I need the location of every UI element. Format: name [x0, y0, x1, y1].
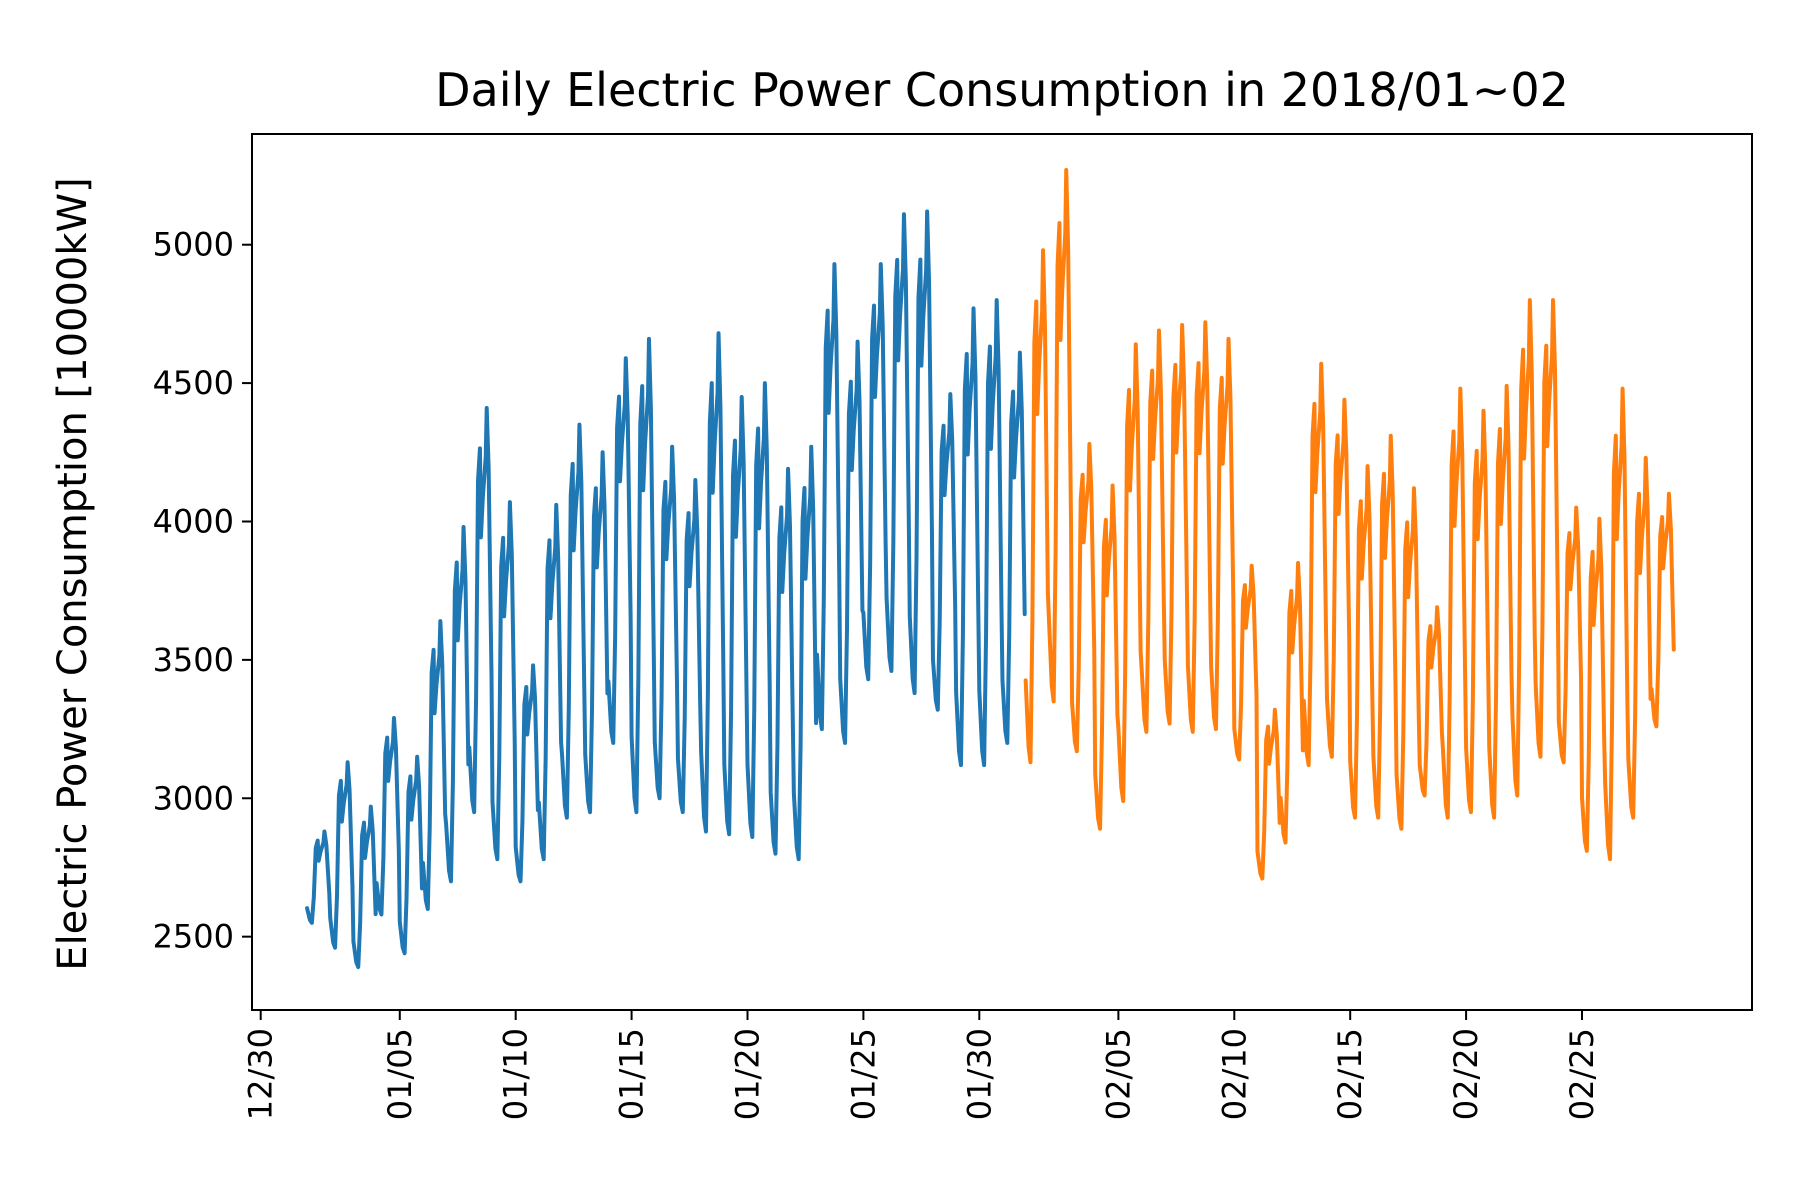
- x-tick-label: 12/30: [242, 1028, 280, 1120]
- x-tick-label: 01/25: [844, 1028, 882, 1120]
- x-tick-label: 02/10: [1215, 1028, 1253, 1120]
- y-tick-label: 4500: [153, 364, 234, 402]
- x-tick-label: 02/25: [1563, 1028, 1601, 1120]
- x-tick-label: 01/20: [729, 1028, 767, 1120]
- y-tick-label: 3000: [153, 779, 234, 817]
- y-tick-label: 2500: [153, 918, 234, 956]
- series-line-1: [305, 209, 1027, 970]
- y-axis: 2500 3000 3500 4000 4500 5000: [153, 226, 252, 956]
- series-layer: [305, 167, 1676, 970]
- x-tick-label: 01/15: [613, 1028, 651, 1120]
- x-tick-label: 02/20: [1447, 1028, 1485, 1120]
- x-tick-label: 02/05: [1099, 1028, 1137, 1120]
- y-tick-label: 5000: [153, 226, 234, 264]
- x-tick-label: 02/15: [1331, 1028, 1369, 1120]
- x-tick-label: 01/30: [960, 1028, 998, 1120]
- x-tick-label: 01/10: [497, 1028, 535, 1120]
- y-axis-label: Electric Power Consumption [10000kW]: [50, 177, 96, 970]
- chart-title: Daily Electric Power Consumption in 2018…: [435, 63, 1569, 117]
- y-tick-label: 4000: [153, 502, 234, 540]
- series-line-2: [1023, 167, 1676, 881]
- y-tick-label: 3500: [153, 641, 234, 679]
- x-axis: 12/30 01/05 01/10 01/15 01/20 01/25 01/30 02/05…: [242, 1010, 1601, 1120]
- plot-area-frame: [251, 133, 1753, 1011]
- x-tick-label: 01/05: [381, 1028, 419, 1120]
